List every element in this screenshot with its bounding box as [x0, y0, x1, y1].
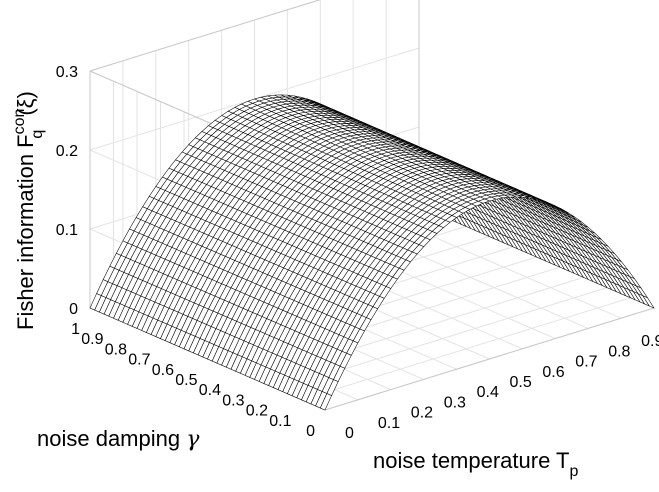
x-tick-label: 0.2	[411, 405, 433, 422]
x-tick-label: 0.4	[477, 384, 499, 401]
z-tick-label: 0.3	[56, 64, 78, 81]
y-tick-label: 1	[71, 321, 80, 338]
x-tick-label: 0.1	[378, 415, 400, 432]
y-tick-label: 0.2	[246, 403, 268, 420]
y-tick-label: 0.1	[269, 413, 291, 430]
y-tick-label: 0.4	[199, 382, 221, 399]
y-tick-label: 0.5	[175, 372, 197, 389]
x-tick-label: 0.5	[510, 374, 532, 391]
x-tick-label: 0.7	[575, 354, 597, 371]
x-tick-label: 0.9	[641, 333, 659, 350]
y-tick-label: 0.7	[128, 352, 150, 369]
y-tick-label: 0.6	[152, 362, 174, 379]
z-tick-label: 0.1	[56, 222, 78, 239]
z-tick-label: 0.2	[56, 143, 78, 160]
y-tick-label: 0	[306, 423, 315, 440]
x-axis-label: noise temperature Tp	[373, 448, 578, 480]
y-tick-label: 0.8	[105, 341, 127, 358]
z-axis-label: Fisher information Fconq(ξ)	[11, 91, 46, 330]
y-tick-label: 0.9	[81, 331, 103, 348]
surface-patch	[319, 393, 332, 411]
axis-edge	[324, 307, 655, 411]
x-tick-label: 0.6	[542, 364, 564, 381]
x-tick-label: 0.8	[608, 343, 630, 360]
x-tick-label: 0	[345, 425, 354, 442]
x-tick-label: 0.3	[444, 394, 466, 411]
tick-labels: 00.10.20.300.10.20.30.40.50.60.70.80.910…	[56, 64, 659, 442]
axis-edge	[89, 0, 321, 72]
y-tick-label: 0.3	[222, 392, 244, 409]
surface-mesh	[89, 94, 655, 411]
z-tick-label: 0	[69, 301, 78, 318]
y-axis-label: noise damping γ	[37, 426, 200, 452]
